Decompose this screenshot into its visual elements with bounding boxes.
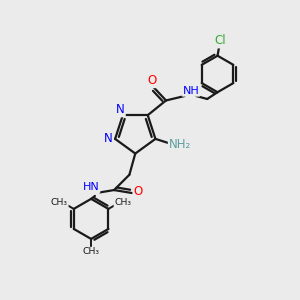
Text: NH: NH xyxy=(183,86,200,96)
Text: O: O xyxy=(134,185,143,198)
Text: CH₃: CH₃ xyxy=(51,198,68,207)
Text: O: O xyxy=(148,74,157,87)
Text: N: N xyxy=(104,132,113,146)
Text: HN: HN xyxy=(83,182,100,192)
Text: CH₃: CH₃ xyxy=(82,248,100,256)
Text: NH₂: NH₂ xyxy=(169,138,191,151)
Text: Cl: Cl xyxy=(214,34,226,47)
Text: CH₃: CH₃ xyxy=(114,198,131,207)
Text: N: N xyxy=(116,103,125,116)
